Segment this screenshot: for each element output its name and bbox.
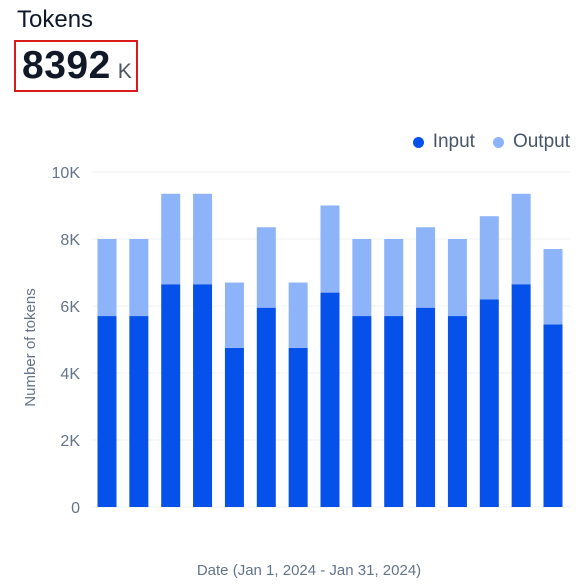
bar-input-segment [288,347,308,508]
bar-input-segment [511,284,531,507]
y-tick-label: 8K [60,232,80,249]
bar-input-segment [256,307,276,507]
bar-input-segment [224,347,244,508]
y-tick-label: 2K [60,433,80,450]
bar-output-segment [352,239,372,317]
bar-output-segment [447,239,467,317]
bar-input-segment [416,307,436,507]
legend-input-label: Input [432,131,475,152]
total-tokens-unit: K [117,60,132,83]
bar-output-segment [97,239,117,317]
bar-input-segment [543,324,563,507]
y-tick-label: 0 [71,500,80,517]
widget-title: Tokens [17,6,94,33]
bar-output-segment [543,249,563,325]
bar-output-segment [161,193,181,285]
bar-output-segment [416,227,436,308]
bar-output-segment [129,239,149,317]
bar-input-segment [97,316,117,507]
bar-output-segment [288,282,308,348]
total-tokens-metric: 8392 K [14,40,138,92]
legend-input-swatch [412,136,424,148]
bar-input-segment [129,316,149,507]
legend-output-swatch [492,136,504,148]
y-tick-label: 4K [60,366,80,383]
chart-legend: Input Output [395,131,570,153]
y-tick-label: 10K [52,165,81,182]
bar-input-segment [320,292,340,507]
bar-output-segment [256,227,276,308]
x-axis-title: Date (Jan 1, 2024 - Jan 31, 2024) [197,562,421,579]
bar-output-segment [224,282,244,348]
bar-input-segment [384,316,404,507]
bar-input-segment [193,284,213,507]
total-tokens-value: 8392 [22,44,111,87]
bar-output-segment [320,205,340,293]
y-tick-label: 6K [60,299,80,316]
bar-input-segment [447,316,467,507]
bar-output-segment [384,239,404,317]
bar-input-segment [161,284,181,507]
bar-output-segment [193,193,213,285]
legend-output-label: Output [512,131,570,152]
bar-input-segment [479,299,499,507]
bar-input-segment [352,316,372,507]
legend-item-input[interactable]: Input [412,131,475,153]
bar-output-segment [511,193,531,285]
legend-item-output[interactable]: Output [492,131,570,153]
y-axis-title: Number of tokens [22,288,39,406]
bar-output-segment [479,216,499,300]
